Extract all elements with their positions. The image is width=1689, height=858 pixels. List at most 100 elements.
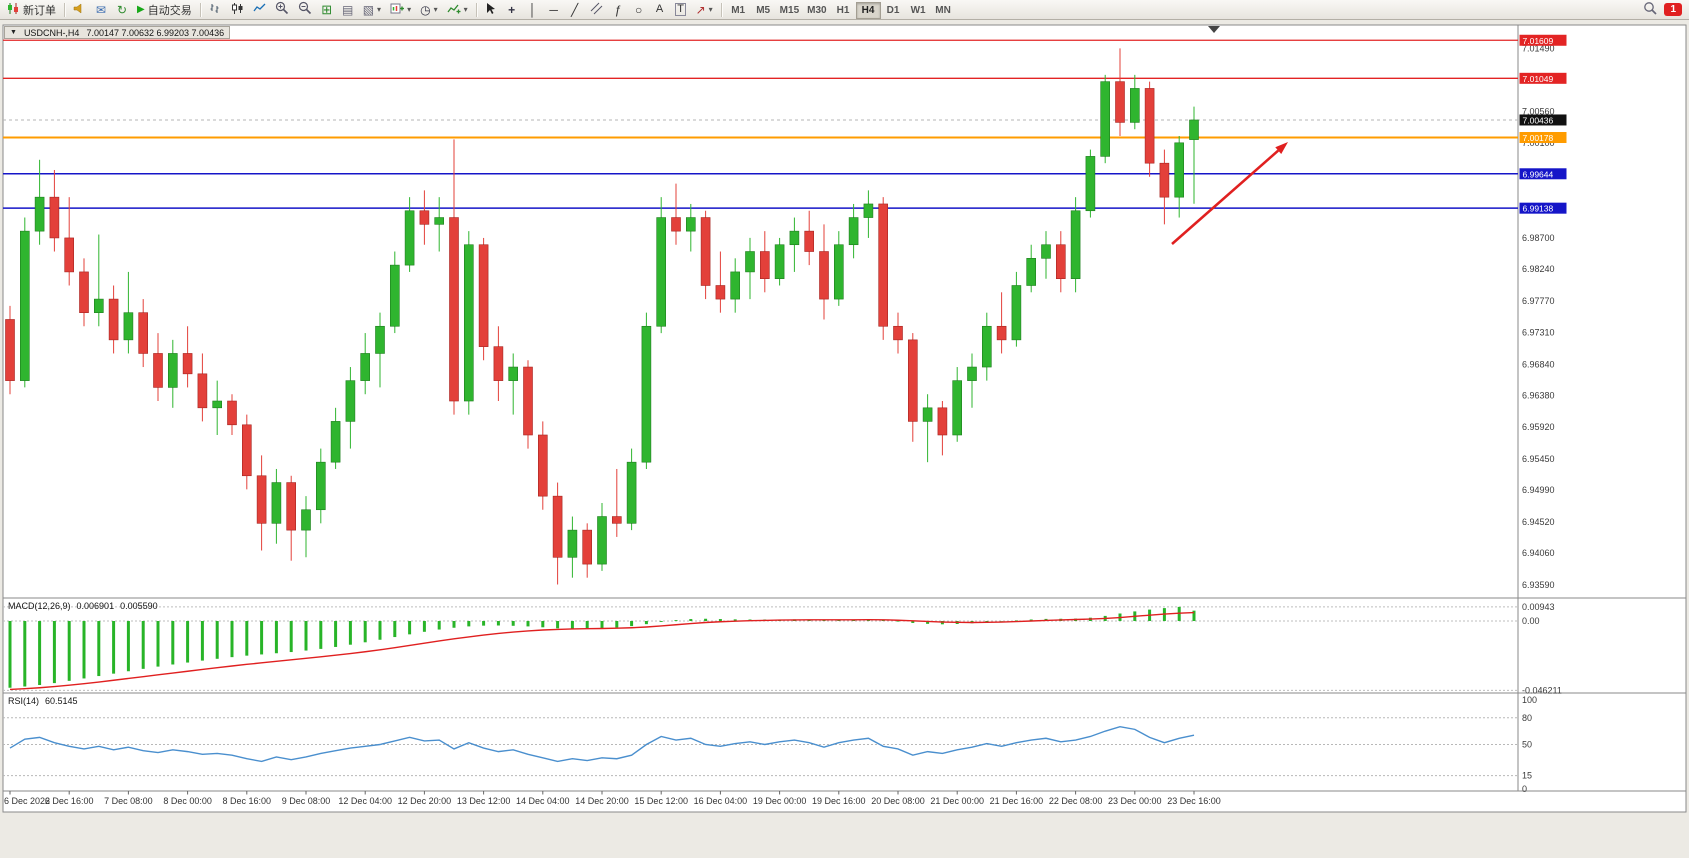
auto-trading-button[interactable]: ▶ 自动交易 — [133, 1, 196, 19]
zoom-out-button[interactable] — [294, 1, 316, 19]
svg-text:12 Dec 04:00: 12 Dec 04:00 — [338, 796, 392, 806]
svg-text:7 Dec 08:00: 7 Dec 08:00 — [104, 796, 153, 806]
new-order-button[interactable]: 新订单 — [3, 1, 60, 19]
svg-text:7.00178: 7.00178 — [1523, 133, 1554, 143]
svg-text:14 Dec 04:00: 14 Dec 04:00 — [516, 796, 570, 806]
svg-text:16 Dec 04:00: 16 Dec 04:00 — [694, 796, 748, 806]
svg-text:15: 15 — [1522, 771, 1532, 781]
trend-arrow-annotation — [1171, 142, 1288, 245]
trendline-tool-button[interactable]: ╱ — [565, 1, 585, 19]
macd-indicator-label: MACD(12,26,9) 0.006901 0.005590 — [8, 601, 158, 611]
svg-text:9 Dec 08:00: 9 Dec 08:00 — [282, 796, 331, 806]
svg-text:19 Dec 00:00: 19 Dec 00:00 — [753, 796, 807, 806]
timeframe-button-mn[interactable]: MN — [931, 2, 956, 19]
tile-windows-icon: ⊞ — [321, 2, 333, 17]
timeframe-button-m15[interactable]: M15 — [776, 2, 803, 19]
svg-text:6.94990: 6.94990 — [1522, 485, 1555, 495]
tile-windows-button[interactable]: ⊞ — [317, 1, 337, 19]
speaker-icon — [73, 2, 86, 18]
play-icon: ▶ — [137, 3, 145, 15]
alerts-button[interactable] — [69, 1, 90, 19]
macd-signal-value: 0.005590 — [120, 601, 158, 611]
timeframe-button-m1[interactable]: M1 — [726, 2, 751, 19]
rsi-name: RSI(14) — [8, 696, 40, 706]
label-tool-button[interactable]: T — [671, 1, 691, 19]
candlestick-mode-button[interactable] — [227, 1, 248, 19]
svg-text:0.00943: 0.00943 — [1522, 602, 1555, 612]
timeframe-button-m5[interactable]: M5 — [751, 2, 776, 19]
macd-main-value: 0.006901 — [76, 601, 115, 611]
svg-text:23 Dec 16:00: 23 Dec 16:00 — [1167, 796, 1221, 806]
svg-text:6.96840: 6.96840 — [1522, 359, 1555, 369]
timeframe-button-h1[interactable]: H1 — [831, 2, 856, 19]
timeframe-button-d1[interactable]: D1 — [881, 2, 906, 19]
svg-text:0: 0 — [1522, 784, 1527, 794]
toolbar-separator — [720, 2, 722, 17]
chart-title-bar[interactable]: ▼ USDCNH-,H4 7.00147 7.00632 6.99203 7.0… — [4, 26, 231, 39]
svg-text:14 Dec 20:00: 14 Dec 20:00 — [575, 796, 629, 806]
arrow-tool-icon: ↗ — [695, 2, 706, 17]
fibonacci-tool-button[interactable]: ƒ — [608, 1, 628, 19]
mailbox-button[interactable]: ✉ — [91, 1, 111, 19]
svg-text:19 Dec 16:00: 19 Dec 16:00 — [812, 796, 866, 806]
vertical-line-tool-button[interactable]: │ — [523, 1, 543, 19]
chart-ohlc-values: 7.00147 7.00632 6.99203 7.00436 — [86, 27, 225, 38]
cascade-windows-button[interactable]: ▧ ▾ — [359, 1, 385, 19]
macd-name: MACD(12,26,9) — [8, 601, 71, 611]
bar-chart-mode-button[interactable] — [205, 1, 226, 19]
new-order-label: 新订单 — [23, 4, 56, 17]
svg-text:80: 80 — [1522, 713, 1532, 723]
timeframe-button-w1[interactable]: W1 — [906, 2, 931, 19]
timeframe-button-m30[interactable]: M30 — [803, 2, 830, 19]
svg-text:20 Dec 08:00: 20 Dec 08:00 — [871, 796, 925, 806]
new-chart-button[interactable]: ▾ — [386, 1, 415, 19]
arrows-tool-button[interactable]: ↗ ▾ — [692, 1, 717, 19]
search-button[interactable] — [1639, 1, 1661, 19]
cursor-icon — [485, 2, 496, 18]
bar-chart-icon — [209, 2, 222, 18]
candlestick-icon — [231, 2, 244, 18]
notification-badge[interactable]: 1 — [1664, 3, 1682, 16]
channel-tool-button[interactable] — [586, 1, 607, 19]
refresh-button[interactable]: ↻ — [112, 1, 132, 19]
chevron-down-icon: ▾ — [433, 4, 438, 14]
svg-text:12 Dec 20:00: 12 Dec 20:00 — [398, 796, 452, 806]
line-chart-icon — [253, 2, 266, 18]
indicators-button[interactable]: ▾ — [443, 1, 472, 19]
vertical-line-icon: │ — [528, 2, 537, 17]
line-chart-mode-button[interactable] — [249, 1, 270, 19]
price-badges: 7.01609 7.01049 7.00178 6.99644 6.99138 7.004… — [1519, 34, 1567, 214]
timeframe-group: M1 M5 M15 M30 H1 H4 D1 W1 MN — [726, 0, 956, 19]
svg-text:21 Dec 00:00: 21 Dec 00:00 — [930, 796, 984, 806]
arrange-windows-button[interactable]: ▤ — [338, 1, 358, 19]
shapes-tool-button[interactable]: ○ — [629, 1, 649, 19]
chart-menu-icon[interactable]: ▼ — [10, 29, 17, 36]
chevron-down-icon: ▾ — [407, 4, 412, 14]
svg-text:0.00: 0.00 — [1522, 616, 1540, 626]
svg-text:6.97770: 6.97770 — [1522, 296, 1555, 306]
horizontal-line-icon: ─ — [549, 2, 558, 17]
indicators-icon — [447, 2, 461, 18]
chevron-down-icon: ▾ — [708, 4, 713, 14]
rsi-indicator-label: RSI(14) 60.5145 — [8, 696, 78, 706]
chevron-down-icon: ▾ — [377, 4, 382, 14]
periods-button[interactable]: ◷ ▾ — [416, 1, 442, 19]
fibonacci-icon: ƒ — [614, 2, 621, 17]
toolbar-separator — [64, 2, 65, 17]
text-tool-button[interactable]: A — [650, 1, 670, 19]
svg-text:50: 50 — [1522, 740, 1532, 750]
horizontal-line-tool-button[interactable]: ─ — [544, 1, 564, 19]
channel-icon — [590, 2, 603, 18]
zoom-in-icon — [275, 1, 289, 18]
svg-text:22 Dec 08:00: 22 Dec 08:00 — [1049, 796, 1103, 806]
svg-text:6.95920: 6.95920 — [1522, 422, 1555, 432]
timeframe-button-h4[interactable]: H4 — [855, 2, 881, 19]
svg-text:6 Dec 2022: 6 Dec 2022 — [4, 796, 50, 806]
zoom-in-button[interactable] — [271, 1, 293, 19]
crosshair-tool-button[interactable]: + — [502, 1, 522, 19]
svg-text:6.96380: 6.96380 — [1522, 391, 1555, 401]
crosshair-icon: + — [508, 2, 516, 17]
cursor-tool-button[interactable] — [481, 1, 501, 19]
